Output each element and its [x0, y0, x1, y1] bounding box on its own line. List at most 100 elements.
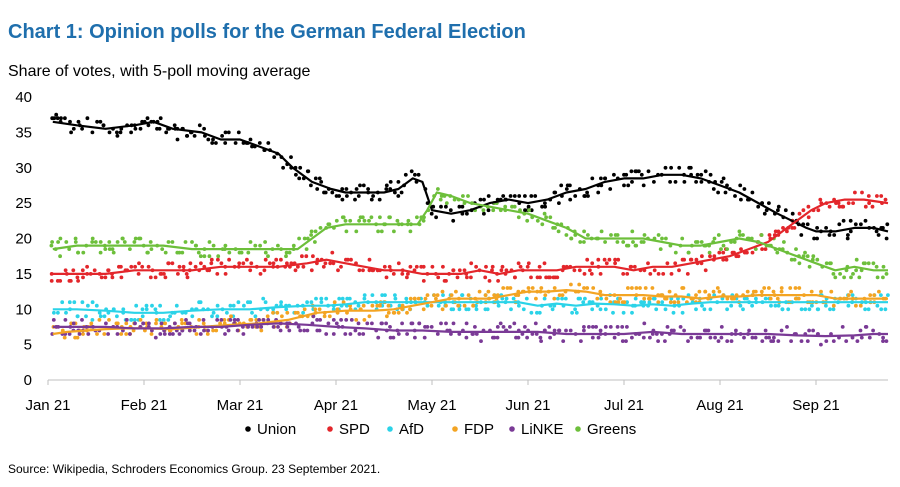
poll-dot [783, 208, 788, 213]
poll-dot [192, 328, 197, 333]
poll-dot [771, 289, 776, 294]
poll-dot [180, 250, 185, 255]
poll-dot [792, 226, 797, 230]
poll-dot [630, 229, 635, 234]
poll-dot [80, 318, 84, 322]
poll-dot [688, 165, 693, 170]
poll-dot [763, 328, 768, 333]
poll-dot [386, 310, 391, 315]
poll-dot [471, 303, 476, 308]
poll-dot [530, 332, 535, 336]
poll-dot [421, 279, 426, 283]
poll-dot [708, 172, 713, 177]
poll-dot [63, 116, 67, 121]
poll-dot [615, 233, 620, 237]
poll-dot [85, 264, 89, 269]
poll-dot [295, 310, 300, 315]
poll-dot [708, 307, 713, 312]
poll-dot [648, 272, 653, 276]
poll-dot [837, 222, 842, 227]
poll-dot [797, 286, 802, 290]
poll-dot [630, 286, 634, 290]
poll-dot [632, 264, 637, 269]
poll-dot [357, 218, 361, 223]
poll-dot [103, 247, 108, 252]
poll-dot [867, 335, 872, 340]
poll-dot [725, 296, 730, 301]
poll-dot [767, 233, 772, 237]
poll-dot [442, 279, 447, 283]
poll-dot [138, 318, 143, 322]
poll-dot [64, 310, 68, 315]
poll-dot [362, 218, 367, 223]
poll-dot [408, 229, 413, 234]
poll-dot [525, 264, 530, 269]
poll-dot [90, 318, 95, 322]
poll-dot [366, 187, 370, 191]
poll-dot [881, 275, 885, 280]
poll-dot [304, 247, 309, 252]
poll-dot [198, 254, 203, 259]
poll-dot [586, 233, 590, 237]
poll-dot [517, 194, 522, 198]
poll-dot [115, 321, 120, 326]
poll-dot [631, 240, 635, 244]
poll-dot [846, 201, 851, 206]
poll-dot [162, 272, 166, 276]
poll-dot [124, 321, 129, 326]
poll-dot [133, 264, 138, 269]
poll-dot [694, 307, 698, 312]
poll-dot [477, 289, 482, 294]
poll-dot [598, 289, 603, 294]
poll-dot [871, 261, 876, 266]
poll-dot [248, 300, 253, 305]
poll-dot [741, 307, 745, 312]
poll-dot [759, 289, 764, 294]
poll-dot [596, 335, 601, 340]
poll-dot [508, 194, 513, 198]
poll-dot [786, 307, 791, 312]
poll-dot [776, 204, 781, 209]
poll-dot [248, 137, 253, 142]
poll-dot [357, 268, 362, 273]
poll-dot [682, 257, 686, 262]
poll-dot [353, 197, 357, 202]
poll-dot [805, 254, 810, 259]
poll-dot [324, 332, 329, 336]
poll-dot [215, 318, 220, 322]
poll-dot [799, 307, 804, 312]
poll-dot [266, 141, 271, 145]
poll-dot [863, 204, 868, 209]
poll-dot [879, 194, 884, 198]
poll-dot [734, 328, 738, 333]
poll-dot [668, 180, 672, 184]
poll-dot [293, 268, 298, 273]
poll-dot [868, 293, 873, 297]
poll-dot [285, 310, 290, 315]
poll-dot [144, 307, 149, 312]
poll-dot [81, 250, 86, 255]
poll-dot [654, 307, 659, 312]
poll-dot [785, 229, 789, 234]
poll-dot [523, 194, 527, 198]
poll-dot [697, 289, 702, 294]
poll-dot [133, 321, 137, 326]
poll-dot [362, 296, 367, 301]
poll-dot [809, 289, 814, 294]
poll-dot [175, 250, 180, 255]
poll-dot [302, 236, 307, 241]
poll-dot [642, 233, 647, 237]
poll-dot [339, 318, 343, 322]
poll-dot [284, 254, 288, 259]
poll-dot [763, 296, 768, 301]
poll-dot [322, 190, 326, 195]
poll-dot [129, 318, 134, 322]
poll-dot [460, 204, 465, 209]
poll-dot [324, 296, 329, 301]
poll-dot [444, 321, 448, 326]
poll-dot [134, 303, 139, 308]
poll-dot [482, 211, 486, 216]
poll-dot [242, 303, 246, 308]
poll-dot [267, 261, 272, 266]
poll-dot [603, 240, 607, 244]
